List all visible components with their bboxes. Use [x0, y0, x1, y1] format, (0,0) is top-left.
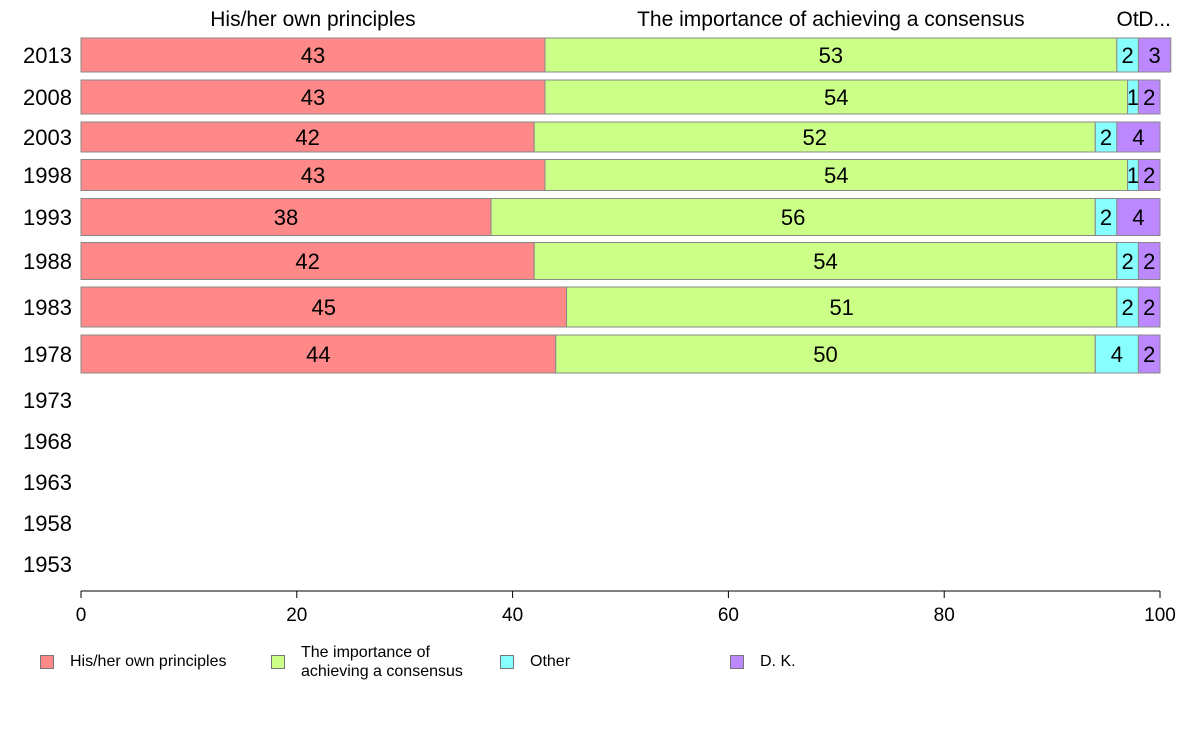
year-label: 2003: [23, 125, 72, 150]
bar-segment: [80, 242, 535, 280]
year-label: 1953: [23, 552, 72, 577]
legend: His/her own principles The importance of…: [40, 642, 1140, 692]
legend-item-other: Other: [500, 642, 570, 671]
x-tick-label: 80: [934, 605, 955, 626]
year-label: 1978: [23, 342, 72, 367]
bar-segment: [80, 159, 546, 191]
bar-value-label: 2: [1122, 249, 1134, 274]
bar-segment: [490, 198, 1096, 236]
bar-segment: [80, 121, 535, 153]
bar-value-label: 38: [274, 205, 298, 230]
legend-swatch-other: [500, 655, 514, 669]
series-header-0: His/her own principles: [210, 8, 415, 31]
bar-value-label: 1: [1127, 163, 1139, 188]
bar-value-label: 4: [1132, 205, 1144, 230]
legend-label-other: Other: [530, 653, 571, 670]
x-axis: 0 20 40 60 80 100: [76, 590, 1176, 626]
year-label: 1963: [23, 470, 72, 495]
bar-value-label: 52: [802, 125, 826, 150]
x-tick-label: 60: [718, 605, 739, 626]
year-label: 1968: [23, 429, 72, 454]
bar-segment: [1137, 242, 1161, 280]
bar-value-label: 43: [301, 85, 325, 110]
bar-value-label: 54: [813, 249, 837, 274]
bar-value-label: 42: [295, 125, 319, 150]
bar-value-label: 1: [1127, 85, 1139, 110]
legend-item-principles: His/her own principles: [40, 642, 227, 671]
legend-item-dk: D. K.: [730, 642, 796, 671]
bar-segment: [544, 159, 1129, 191]
bar-value-label: 44: [306, 342, 330, 367]
bar-value-label: 4: [1132, 125, 1144, 150]
bar-value-label: 50: [813, 342, 837, 367]
year-label: 2008: [23, 85, 72, 110]
bar-segment: [1116, 121, 1161, 153]
bars: 43 53 2 343 54 1 242 52 2 443 54 1 238 56 2 442 54 2 245 51…: [80, 37, 1172, 374]
bar-segment: [80, 79, 546, 115]
bar-value-label: 2: [1122, 43, 1134, 68]
bar-value-label: 2: [1143, 295, 1155, 320]
x-tick-label: 100: [1144, 605, 1176, 626]
bar-value-label: 54: [824, 163, 848, 188]
bar-value-label: 42: [295, 249, 319, 274]
x-tick-label: 20: [286, 605, 307, 626]
legend-item-consensus: The importance of achieving a consensus: [271, 642, 463, 681]
legend-label-principles: His/her own principles: [70, 653, 227, 670]
x-tick-label: 0: [76, 605, 87, 626]
legend-label-consensus-line2: achieving a consensus: [301, 663, 463, 680]
bar-segment: [80, 334, 557, 374]
bar-value-label: 2: [1143, 163, 1155, 188]
bar-value-label: 2: [1143, 342, 1155, 367]
bar-value-label: 53: [819, 43, 843, 68]
bar-segment: [1137, 286, 1161, 328]
bar-value-label: 2: [1143, 85, 1155, 110]
series-header-2: Ot: [1117, 8, 1139, 31]
bar-segment: [1137, 159, 1161, 191]
year-labels: 2013 2008 2003 1998 1993 1988 1983 1978 1973 1968…: [23, 43, 72, 577]
bar-segment: [1094, 334, 1139, 374]
bar-segment: [80, 198, 492, 236]
year-label: 1998: [23, 163, 72, 188]
legend-swatch-consensus: [271, 655, 285, 669]
bar-value-label: 54: [824, 85, 848, 110]
bar-segment: [566, 286, 1118, 328]
bar-segment: [544, 37, 1118, 73]
bar-value-label: 51: [829, 295, 853, 320]
year-label: 1993: [23, 205, 72, 230]
bar-value-label: 43: [301, 43, 325, 68]
bar-value-label: 2: [1100, 125, 1112, 150]
bar-value-label: 2: [1122, 295, 1134, 320]
bar-segment: [1116, 198, 1161, 236]
series-header-1: The importance of achieving a consensus: [637, 8, 1025, 31]
bar-segment: [1137, 37, 1172, 73]
stacked-bar-chart: His/her own principles The importance of …: [23, 8, 1176, 626]
bar-value-label: 43: [301, 163, 325, 188]
series-headers: His/her own principles The importance of …: [210, 8, 1171, 31]
year-label: 1973: [23, 388, 72, 413]
legend-label-consensus-line1: The importance of: [301, 644, 430, 661]
bar-value-label: 2: [1143, 249, 1155, 274]
bar-segment: [80, 37, 546, 73]
year-label: 1958: [23, 511, 72, 536]
legend-label-dk: D. K.: [760, 653, 796, 670]
bar-value-label: 3: [1148, 43, 1160, 68]
series-header-3: D...: [1138, 8, 1171, 31]
bar-value-label: 4: [1111, 342, 1123, 367]
bar-segment: [544, 79, 1129, 115]
legend-label-consensus: The importance of achieving a consensus: [301, 642, 463, 681]
bar-value-label: 56: [781, 205, 805, 230]
bar-segment: [533, 242, 1118, 280]
bar-segment: [80, 286, 568, 328]
bar-segment: [1137, 79, 1161, 115]
x-tick-label: 40: [502, 605, 523, 626]
bar-value-label: 45: [312, 295, 336, 320]
bar-segment: [533, 121, 1096, 153]
year-label: 2013: [23, 43, 72, 68]
year-label: 1983: [23, 295, 72, 320]
bar-segment: [1137, 334, 1161, 374]
legend-swatch-dk: [730, 655, 744, 669]
year-label: 1988: [23, 249, 72, 274]
bar-value-label: 2: [1100, 205, 1112, 230]
legend-swatch-principles: [40, 655, 54, 669]
